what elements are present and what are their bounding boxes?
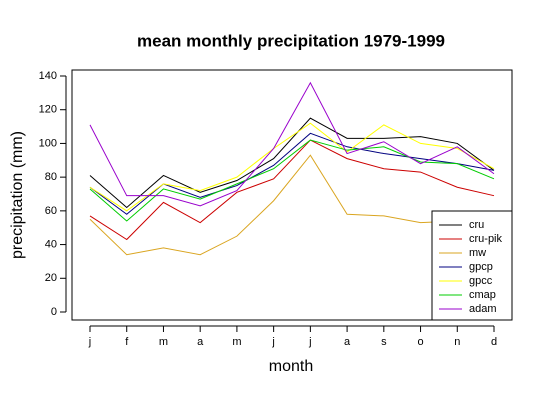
legend-box: [431, 210, 513, 321]
y-tick-label: 0: [51, 306, 57, 318]
x-tick-label: n: [454, 336, 460, 348]
series-line: [89, 81, 495, 207]
series-line: [89, 154, 495, 256]
chart-title: mean monthly precipitation 1979-1999: [137, 31, 445, 50]
legend-label: cmap: [469, 289, 496, 301]
legend-label: cru: [469, 219, 484, 231]
legend-label: adam: [469, 303, 497, 315]
x-tick-label: s: [381, 336, 387, 348]
x-tick-label: a: [197, 336, 204, 348]
y-axis-label: precipitation (mm): [9, 131, 26, 259]
y-tick-label: 120: [39, 104, 57, 116]
x-tick-label: d: [491, 336, 497, 348]
x-tick-label: j: [271, 336, 274, 348]
y-tick-label: 60: [45, 205, 57, 217]
series-line: [89, 122, 495, 212]
series-line: [89, 139, 495, 222]
y-tick-label: 20: [45, 272, 57, 284]
x-tick-label: f: [125, 336, 129, 348]
x-axis-label: month: [269, 358, 313, 375]
legend-label: cru-pik: [469, 233, 503, 245]
plot-frame: [71, 69, 513, 321]
series-line: [89, 117, 495, 209]
y-tick-label: 140: [39, 70, 57, 82]
x-tick-label: m: [159, 336, 168, 348]
series-line: [89, 139, 495, 241]
x-tick-label: o: [417, 336, 423, 348]
x-tick-label: a: [344, 336, 351, 348]
x-tick-label: j: [88, 336, 91, 348]
legend-label: gpcc: [469, 275, 493, 287]
y-tick-label: 100: [39, 137, 57, 149]
legend-label: gpcp: [469, 261, 493, 273]
x-tick-label: m: [232, 336, 241, 348]
legend-label: mw: [469, 247, 486, 259]
y-tick-label: 80: [45, 171, 57, 183]
y-tick-label: 40: [45, 238, 57, 250]
x-tick-label: j: [308, 336, 311, 348]
